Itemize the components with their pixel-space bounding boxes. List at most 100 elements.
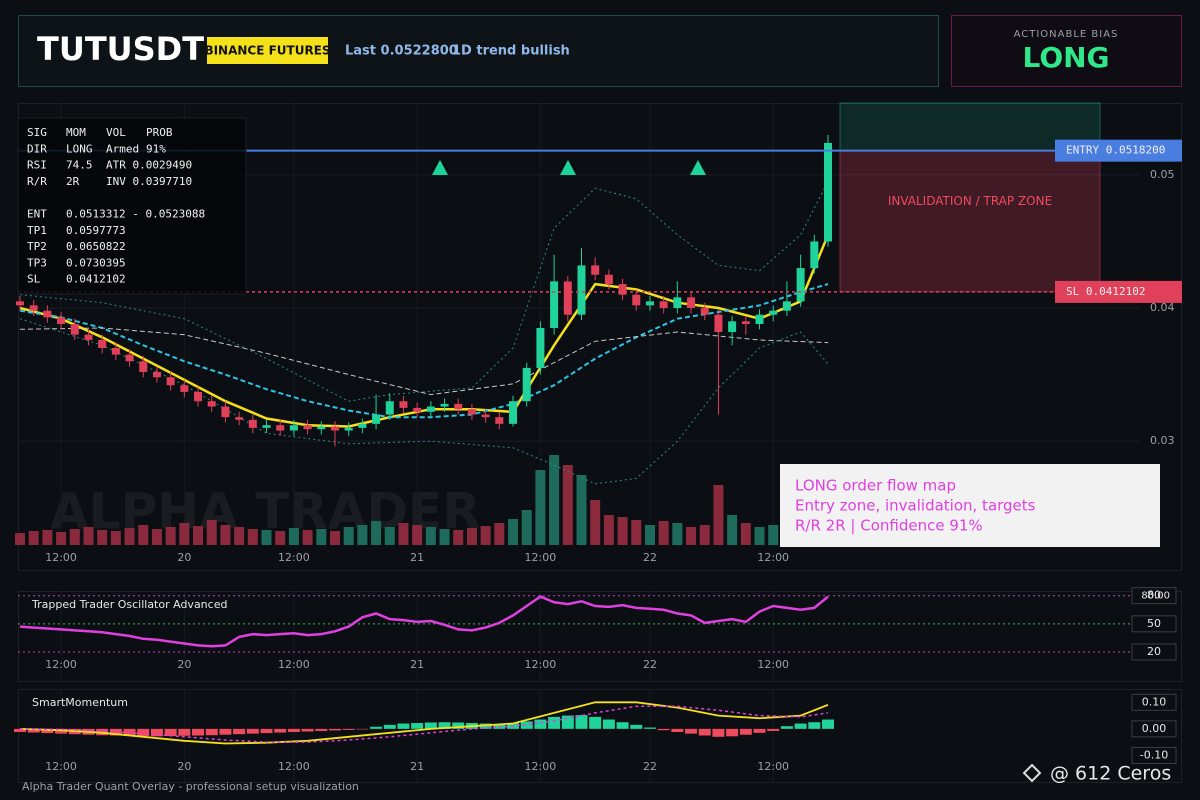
candle-body <box>604 274 613 285</box>
y-tick-label: 80 <box>1147 589 1161 602</box>
candle-body <box>673 297 682 309</box>
y-tick-label: 0.03 <box>1150 434 1175 447</box>
pane-title: Trapped Trader Oscillator Advanced <box>31 598 227 611</box>
level-label: SL 0.0412102 <box>1066 285 1145 298</box>
candle-body <box>591 265 600 275</box>
volume-bar <box>713 485 724 545</box>
histogram-bar <box>164 728 177 737</box>
x-tick-label: 21 <box>410 760 424 773</box>
volume-bar <box>398 523 409 545</box>
candle-body <box>536 327 545 368</box>
volume-bar <box>261 530 272 545</box>
volume-bar <box>151 529 162 545</box>
candle-body <box>796 268 805 302</box>
histogram-bar <box>301 728 314 732</box>
candle-body <box>194 391 203 402</box>
histogram-bar <box>712 728 725 737</box>
exchange: BINANCE FUTURES <box>204 44 330 58</box>
y-tick-box <box>1131 643 1177 661</box>
candle-body <box>180 385 189 392</box>
volume-bar <box>83 527 94 545</box>
candle-body <box>769 310 778 315</box>
volume-bar <box>302 530 313 545</box>
histogram-bar <box>219 728 232 735</box>
credit: @ 612 Ceros <box>1050 763 1171 785</box>
signal-marker <box>432 160 448 175</box>
histogram-bar <box>822 719 834 729</box>
candle-body <box>467 409 476 415</box>
candle-body <box>728 321 737 332</box>
histogram-bar <box>109 728 122 736</box>
table-cell: 0.0513312 - 0.0523088 <box>66 208 205 221</box>
histogram-bar <box>315 728 328 731</box>
candle-body <box>454 403 463 410</box>
histogram-bar <box>520 721 533 729</box>
candle-body <box>16 301 24 306</box>
volume-bar <box>466 528 477 545</box>
info-table <box>17 117 247 295</box>
volume-bar <box>603 515 614 545</box>
volume-bar <box>644 525 655 545</box>
candle-body <box>645 301 654 306</box>
volume-bar <box>686 527 697 545</box>
candle-body <box>755 314 764 324</box>
x-tick-label: 12:00 <box>278 658 310 671</box>
volume-bar <box>549 455 560 545</box>
candle-body <box>248 419 257 428</box>
table-cell: RSI <box>27 159 47 172</box>
candle-body <box>139 361 148 372</box>
header-panel <box>18 15 939 87</box>
level-box <box>1055 139 1182 162</box>
x-tick-label: 22 <box>643 551 657 564</box>
volume-bar <box>562 465 573 545</box>
level-label: 80.00 <box>1141 591 1170 602</box>
histogram-bar <box>274 728 287 733</box>
candle-body <box>413 407 422 412</box>
volume-bar <box>371 521 382 545</box>
candle-body <box>289 425 298 431</box>
candle-body <box>166 377 175 386</box>
histogram-bar <box>370 726 383 729</box>
candle-body <box>235 417 244 420</box>
histogram-bar <box>356 728 369 730</box>
y-tick-box <box>1131 615 1177 633</box>
x-tick-label: 12:00 <box>525 760 557 773</box>
volume-bar <box>699 525 710 545</box>
y-tick-label: -0.10 <box>1140 748 1168 761</box>
volume-bar <box>357 525 368 545</box>
trend: 1D trend bullish <box>452 44 570 59</box>
volume-bar <box>453 530 464 545</box>
annotation-box <box>780 464 1160 547</box>
histogram-bar <box>150 728 163 737</box>
volume-bar <box>316 529 327 545</box>
volume-bar <box>740 523 751 545</box>
candle-body <box>276 425 285 431</box>
volume-bar <box>412 525 423 545</box>
histogram-bar <box>397 723 410 729</box>
table-cell: 0.0412102 <box>66 273 126 286</box>
volume-bar <box>69 529 80 545</box>
histogram-bar <box>383 724 396 729</box>
info-table-cells: SIG MOM VOL PROB DIR LONG Armed 91% RSI 74.5 ATR 0… <box>27 126 205 286</box>
x-tick-label: 21 <box>410 551 424 564</box>
candle-body <box>782 301 791 311</box>
histogram-bar <box>589 716 602 729</box>
table-cell: ENT <box>27 208 47 221</box>
candle-body <box>152 371 161 378</box>
volume-bar <box>658 521 669 545</box>
volume-bar <box>15 533 25 545</box>
volume-bar <box>288 528 299 545</box>
x-tick-label: 20 <box>177 760 191 773</box>
table-cell: SL <box>27 273 41 286</box>
line-series <box>19 181 829 402</box>
candle-body <box>372 414 381 424</box>
y-tick-label: 0.00 <box>1142 722 1167 735</box>
table-cell: 0.0597773 <box>66 224 126 237</box>
candle-body <box>84 334 93 340</box>
table-cell: TP2 <box>27 240 47 253</box>
x-tick-label: 22 <box>643 760 657 773</box>
histogram-bar <box>452 722 465 729</box>
symbol: TUTUSDT <box>37 30 204 68</box>
credit-logo <box>1022 763 1042 783</box>
volume-bar <box>179 523 190 545</box>
